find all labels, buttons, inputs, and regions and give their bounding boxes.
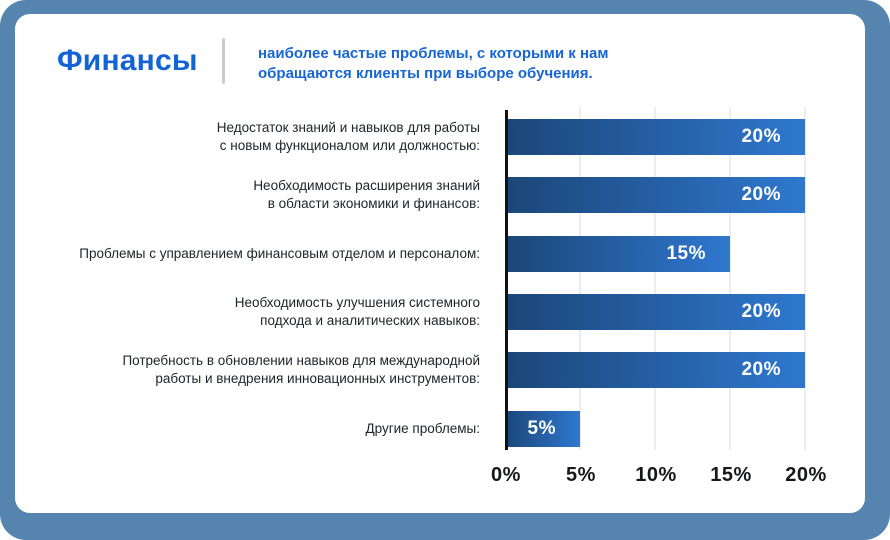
x-axis-tick: 5%: [566, 464, 596, 486]
x-axis-tick: 10%: [635, 464, 677, 486]
bar-value-label: 20%: [741, 359, 781, 380]
category-label: Другие проблемы:: [365, 421, 480, 436]
bar: 20%: [505, 352, 805, 388]
bar-value-label: 20%: [741, 301, 781, 322]
category-label: Необходимость расширения знаний в област…: [253, 178, 480, 211]
category-label: Потребность в обновлении навыков для меж…: [122, 353, 480, 386]
bar: 20%: [505, 119, 805, 155]
bar: 15%: [505, 236, 730, 272]
gridline: [654, 107, 656, 450]
header-divider: [222, 38, 225, 84]
bar-value-label: 15%: [666, 243, 706, 264]
page-title: Финансы: [57, 44, 198, 77]
bars-layer: 20% 20% 15% 20% 20% 5%: [505, 107, 805, 450]
y-axis-line: [505, 110, 508, 450]
x-axis-tick: 20%: [785, 464, 827, 486]
page-subtitle: наиболее частые проблемы, с которыми к н…: [258, 45, 609, 82]
x-axis-tick: 0%: [491, 464, 521, 486]
gridline: [804, 107, 806, 450]
bar-value-label: 5%: [527, 418, 556, 439]
gridline: [729, 107, 731, 450]
gridline: [579, 107, 581, 450]
x-axis-tick: 15%: [710, 464, 752, 486]
bar: 5%: [505, 411, 580, 447]
bar-value-label: 20%: [741, 184, 781, 205]
infographic-card: Финансы наиболее частые проблемы, с кото…: [15, 14, 865, 513]
bar-value-label: 20%: [741, 126, 781, 147]
bar-chart: Недостаток знаний и навыков для работы с…: [15, 14, 865, 513]
category-label: Проблемы с управлением финансовым отдело…: [79, 246, 480, 261]
plot-area: 20% 20% 15% 20% 20% 5%: [505, 107, 850, 450]
bar: 20%: [505, 294, 805, 330]
bar: 20%: [505, 177, 805, 213]
category-label: Необходимость улучшения системного подхо…: [234, 295, 480, 328]
category-label: Недостаток знаний и навыков для работы с…: [216, 120, 480, 153]
